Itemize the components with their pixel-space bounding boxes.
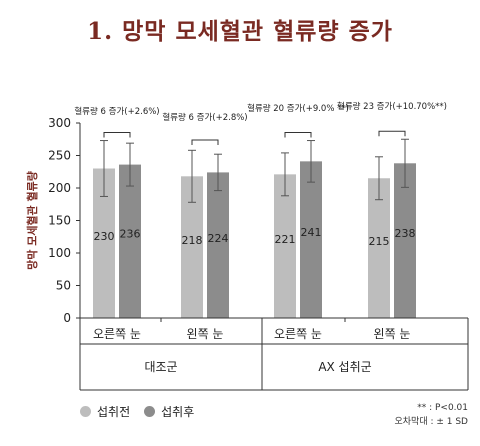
y-tick-label: 200: [48, 181, 71, 195]
bar: [368, 178, 390, 318]
y-tick-label: 50: [56, 279, 71, 293]
legend-swatch-after: [144, 406, 156, 417]
bar: [300, 161, 322, 318]
legend-item-after: 섭취후: [144, 403, 194, 420]
y-axis-title: 망막 모세혈관 혈류량: [25, 171, 39, 270]
y-tick-label: 100: [48, 246, 71, 260]
data-label: 238: [395, 227, 416, 240]
bar: [274, 174, 296, 318]
y-tick-label: 150: [48, 214, 71, 228]
bar: [394, 163, 416, 318]
data-label: 230: [94, 230, 115, 243]
data-label: 215: [369, 235, 390, 248]
legend-swatch-before: [80, 406, 91, 417]
annotation-label: 혈류량 6 증가(+2.6%): [74, 106, 159, 117]
error-bar-note: 오차막대 : ± 1 SD: [394, 417, 468, 427]
legend: 섭취전 섭취후: [80, 403, 194, 420]
page-title: 1. 망막 모세혈관 혈류량 증가: [87, 18, 393, 45]
bar: [181, 176, 203, 318]
data-label: 221: [275, 233, 296, 246]
annotation-label: 혈류량 23 증가(+10.70%**): [337, 101, 447, 112]
data-label: 224: [208, 232, 229, 245]
group-label: 대조군: [144, 360, 177, 374]
bar: [93, 168, 115, 318]
legend-label-before: 섭취전: [97, 405, 131, 419]
group-label: AX 섭취군: [318, 360, 371, 374]
data-label: 218: [182, 234, 203, 247]
annotation-label: 혈류량 6 증가(+2.8%): [162, 112, 247, 123]
legend-item-before: 섭취전: [80, 403, 130, 420]
x-tick-label: 오른쪽 눈: [274, 327, 322, 341]
significance-bracket: [378, 130, 406, 137]
annotation-label: 혈류량 20 증가(+9.0% **): [247, 103, 349, 114]
y-tick-label: 250: [48, 149, 71, 163]
x-tick-label: 오른쪽 눈: [93, 327, 141, 341]
significance-bracket: [284, 132, 312, 138]
significance-bracket: [103, 132, 131, 138]
y-tick-label: 0: [63, 311, 71, 325]
bar: [207, 172, 229, 318]
significance-note: ** : P<0.01: [417, 403, 468, 413]
x-tick-label: 왼쪽 눈: [374, 327, 411, 341]
footnotes: ** : P<0.01 오차막대 : ± 1 SD: [394, 401, 468, 429]
legend-label-after: 섭취후: [161, 405, 195, 419]
significance-bracket: [191, 139, 219, 145]
x-tick-label: 왼쪽 눈: [187, 327, 224, 341]
bar: [119, 164, 141, 318]
y-tick-label: 300: [48, 116, 71, 130]
data-label: 241: [301, 226, 322, 239]
data-label: 236: [120, 228, 141, 241]
